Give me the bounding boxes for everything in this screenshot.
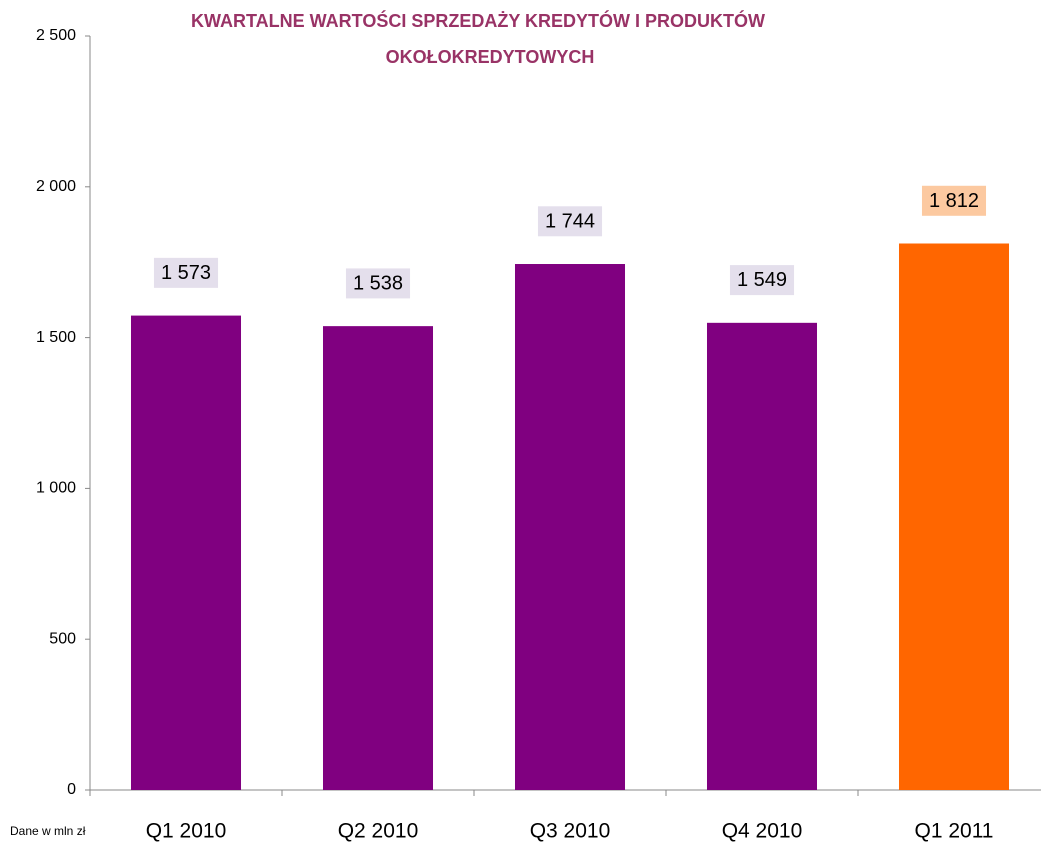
y-tick-label: 1 500 [36, 329, 76, 346]
y-tick-label: 0 [67, 781, 76, 798]
y-tick-label: 2 500 [36, 27, 76, 44]
value-label: 1 549 [737, 269, 787, 291]
chart-title: OKOŁOKREDYTOWYCH [386, 47, 595, 67]
value-label-background [537, 206, 603, 237]
value-label-background [153, 257, 219, 288]
bar [706, 322, 818, 790]
y-tick-label: 1 000 [36, 480, 76, 497]
value-label-background [729, 265, 795, 296]
bar [898, 243, 1010, 790]
value-label: 1 812 [929, 190, 979, 212]
y-tick-label: 2 000 [36, 178, 76, 195]
bar [130, 315, 242, 790]
x-tick-label: Q2 2010 [338, 820, 419, 843]
y-tick-label: 500 [49, 630, 76, 647]
x-tick-label: Q4 2010 [722, 820, 803, 843]
value-label: 1 573 [161, 262, 211, 284]
value-label-background [345, 268, 411, 299]
value-label: 1 538 [353, 272, 403, 294]
bar [322, 326, 434, 790]
chart-title: KWARTALNE WARTOŚCI SPRZEDAŻY KREDYTÓW I … [191, 10, 765, 31]
value-label-background [921, 185, 987, 216]
x-tick-label: Q1 2010 [146, 820, 227, 843]
x-tick-label: Q1 2011 [914, 820, 993, 843]
value-label: 1 744 [545, 210, 595, 232]
bar [514, 264, 626, 790]
note: Dane w mln zł [10, 824, 86, 838]
x-tick-label: Q3 2010 [530, 820, 611, 843]
